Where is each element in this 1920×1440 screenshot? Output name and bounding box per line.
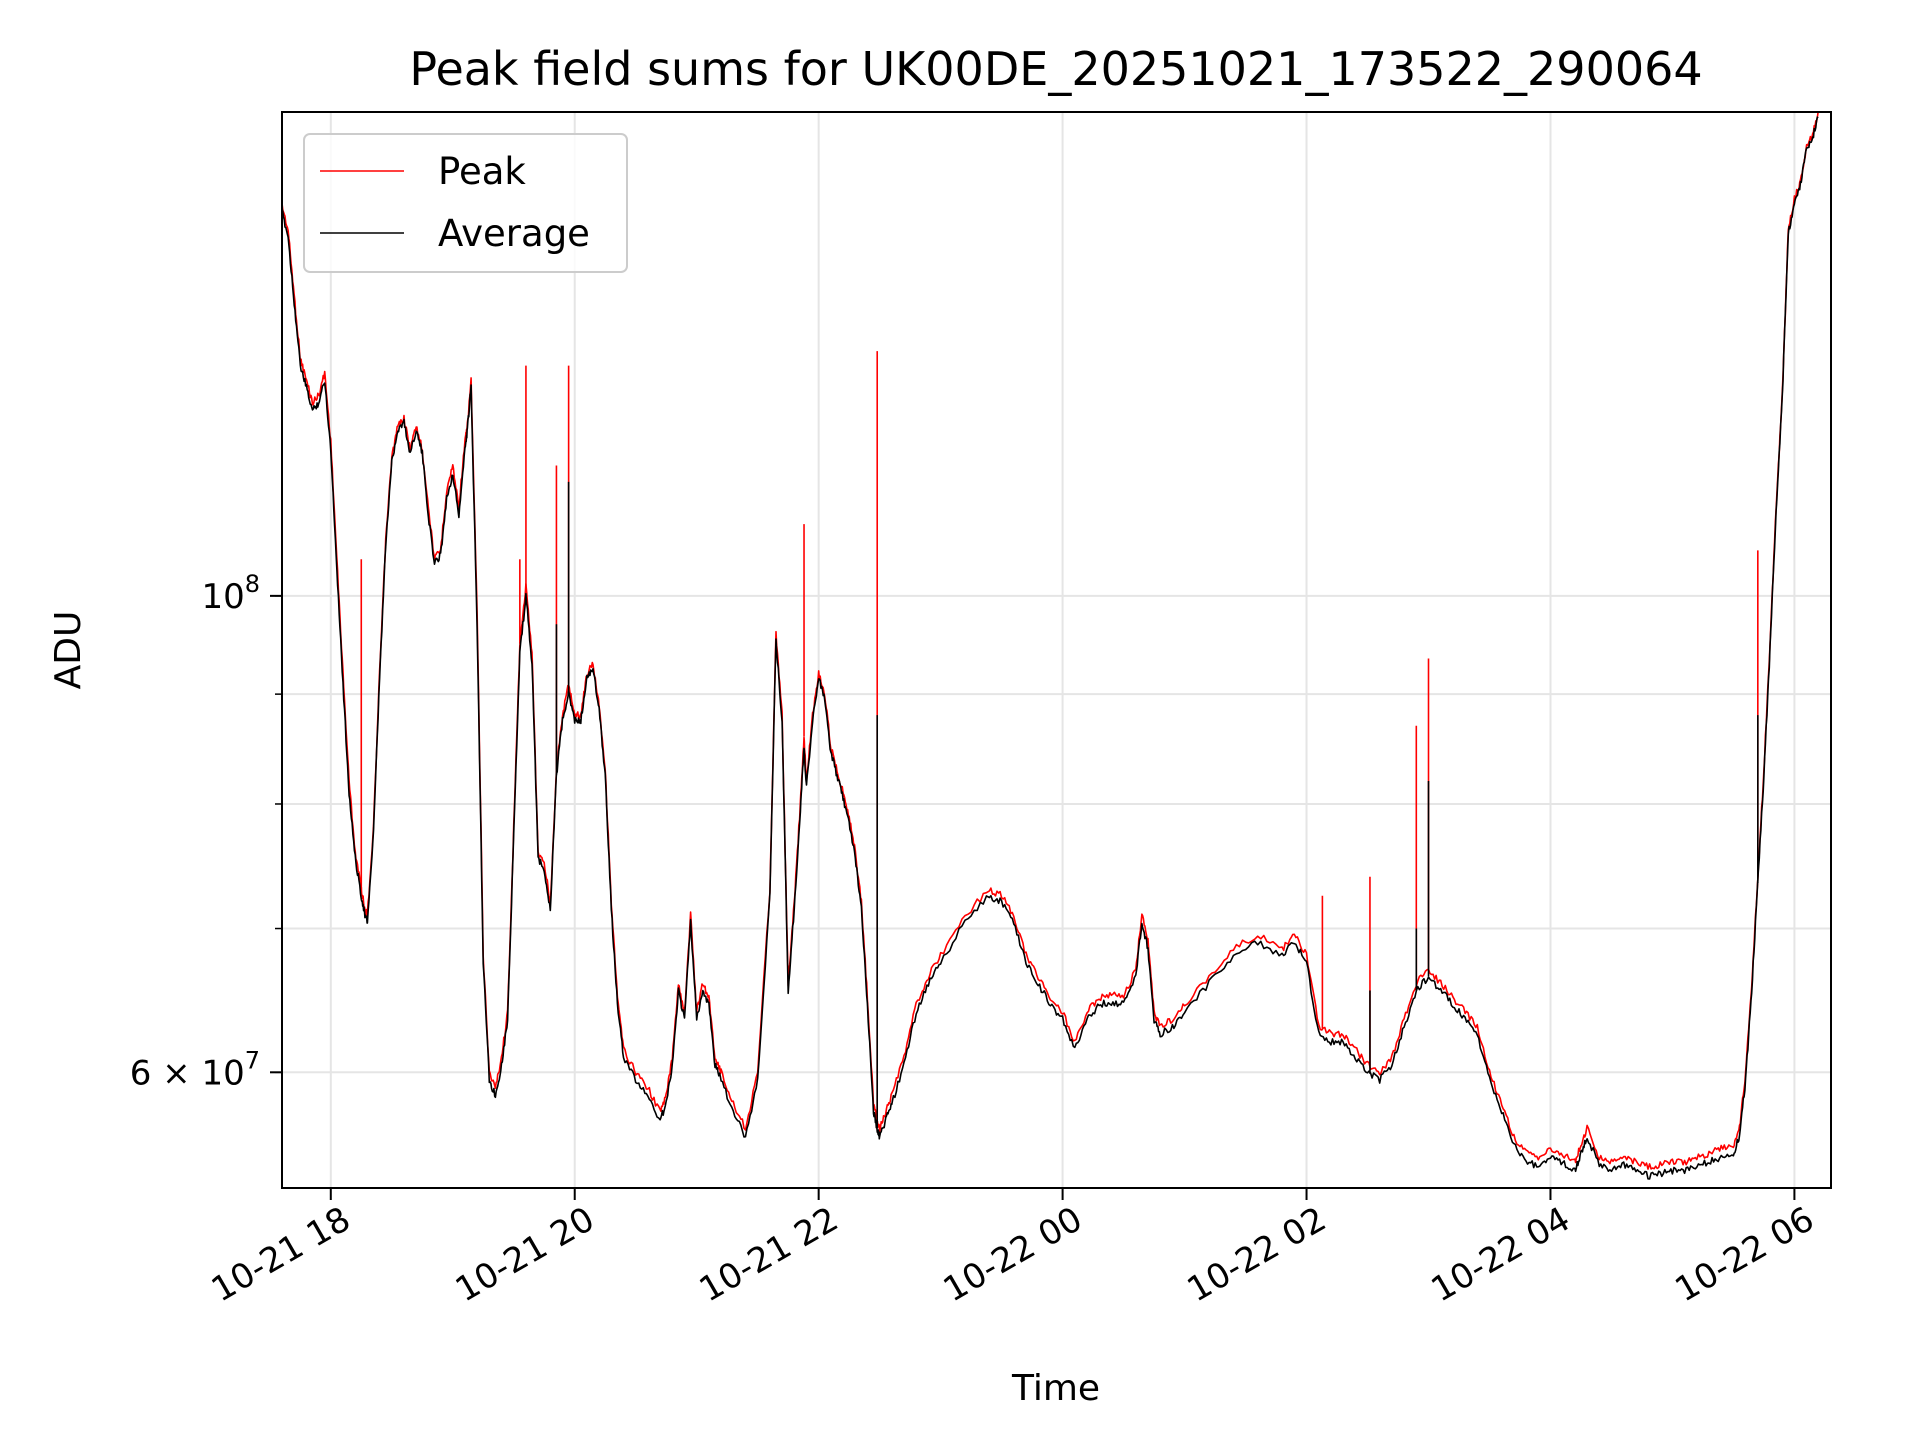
y-tick-label-base: 10 xyxy=(201,1053,244,1093)
series-peak xyxy=(282,112,1819,1170)
legend-box xyxy=(303,133,628,273)
y-tick-label-exponent: 8 xyxy=(245,570,260,598)
y-axis-label: ADU xyxy=(48,611,89,690)
legend-label-peak: Peak xyxy=(438,150,526,193)
y-tick-label: 6 × 107 xyxy=(130,1046,260,1093)
series-layer xyxy=(282,112,1819,1180)
x-axis-label: Time xyxy=(1011,1368,1100,1409)
grid xyxy=(282,112,1831,1188)
y-tick-label-base: 10 xyxy=(201,577,244,617)
chart-title: Peak field sums for UK00DE_20251021_1735… xyxy=(409,42,1702,96)
series-line-average xyxy=(282,116,1819,1180)
legend: Peak Average xyxy=(303,133,628,273)
y-tick-label-exponent: 7 xyxy=(245,1046,260,1074)
y-tick-label: 108 xyxy=(201,570,260,617)
y-tick-label-prefix: 6 × xyxy=(130,1053,202,1093)
series-line-peak xyxy=(282,112,1819,1170)
legend-label-average: Average xyxy=(438,212,590,255)
series-average xyxy=(282,116,1819,1180)
plot-area-frame xyxy=(281,111,1832,1189)
